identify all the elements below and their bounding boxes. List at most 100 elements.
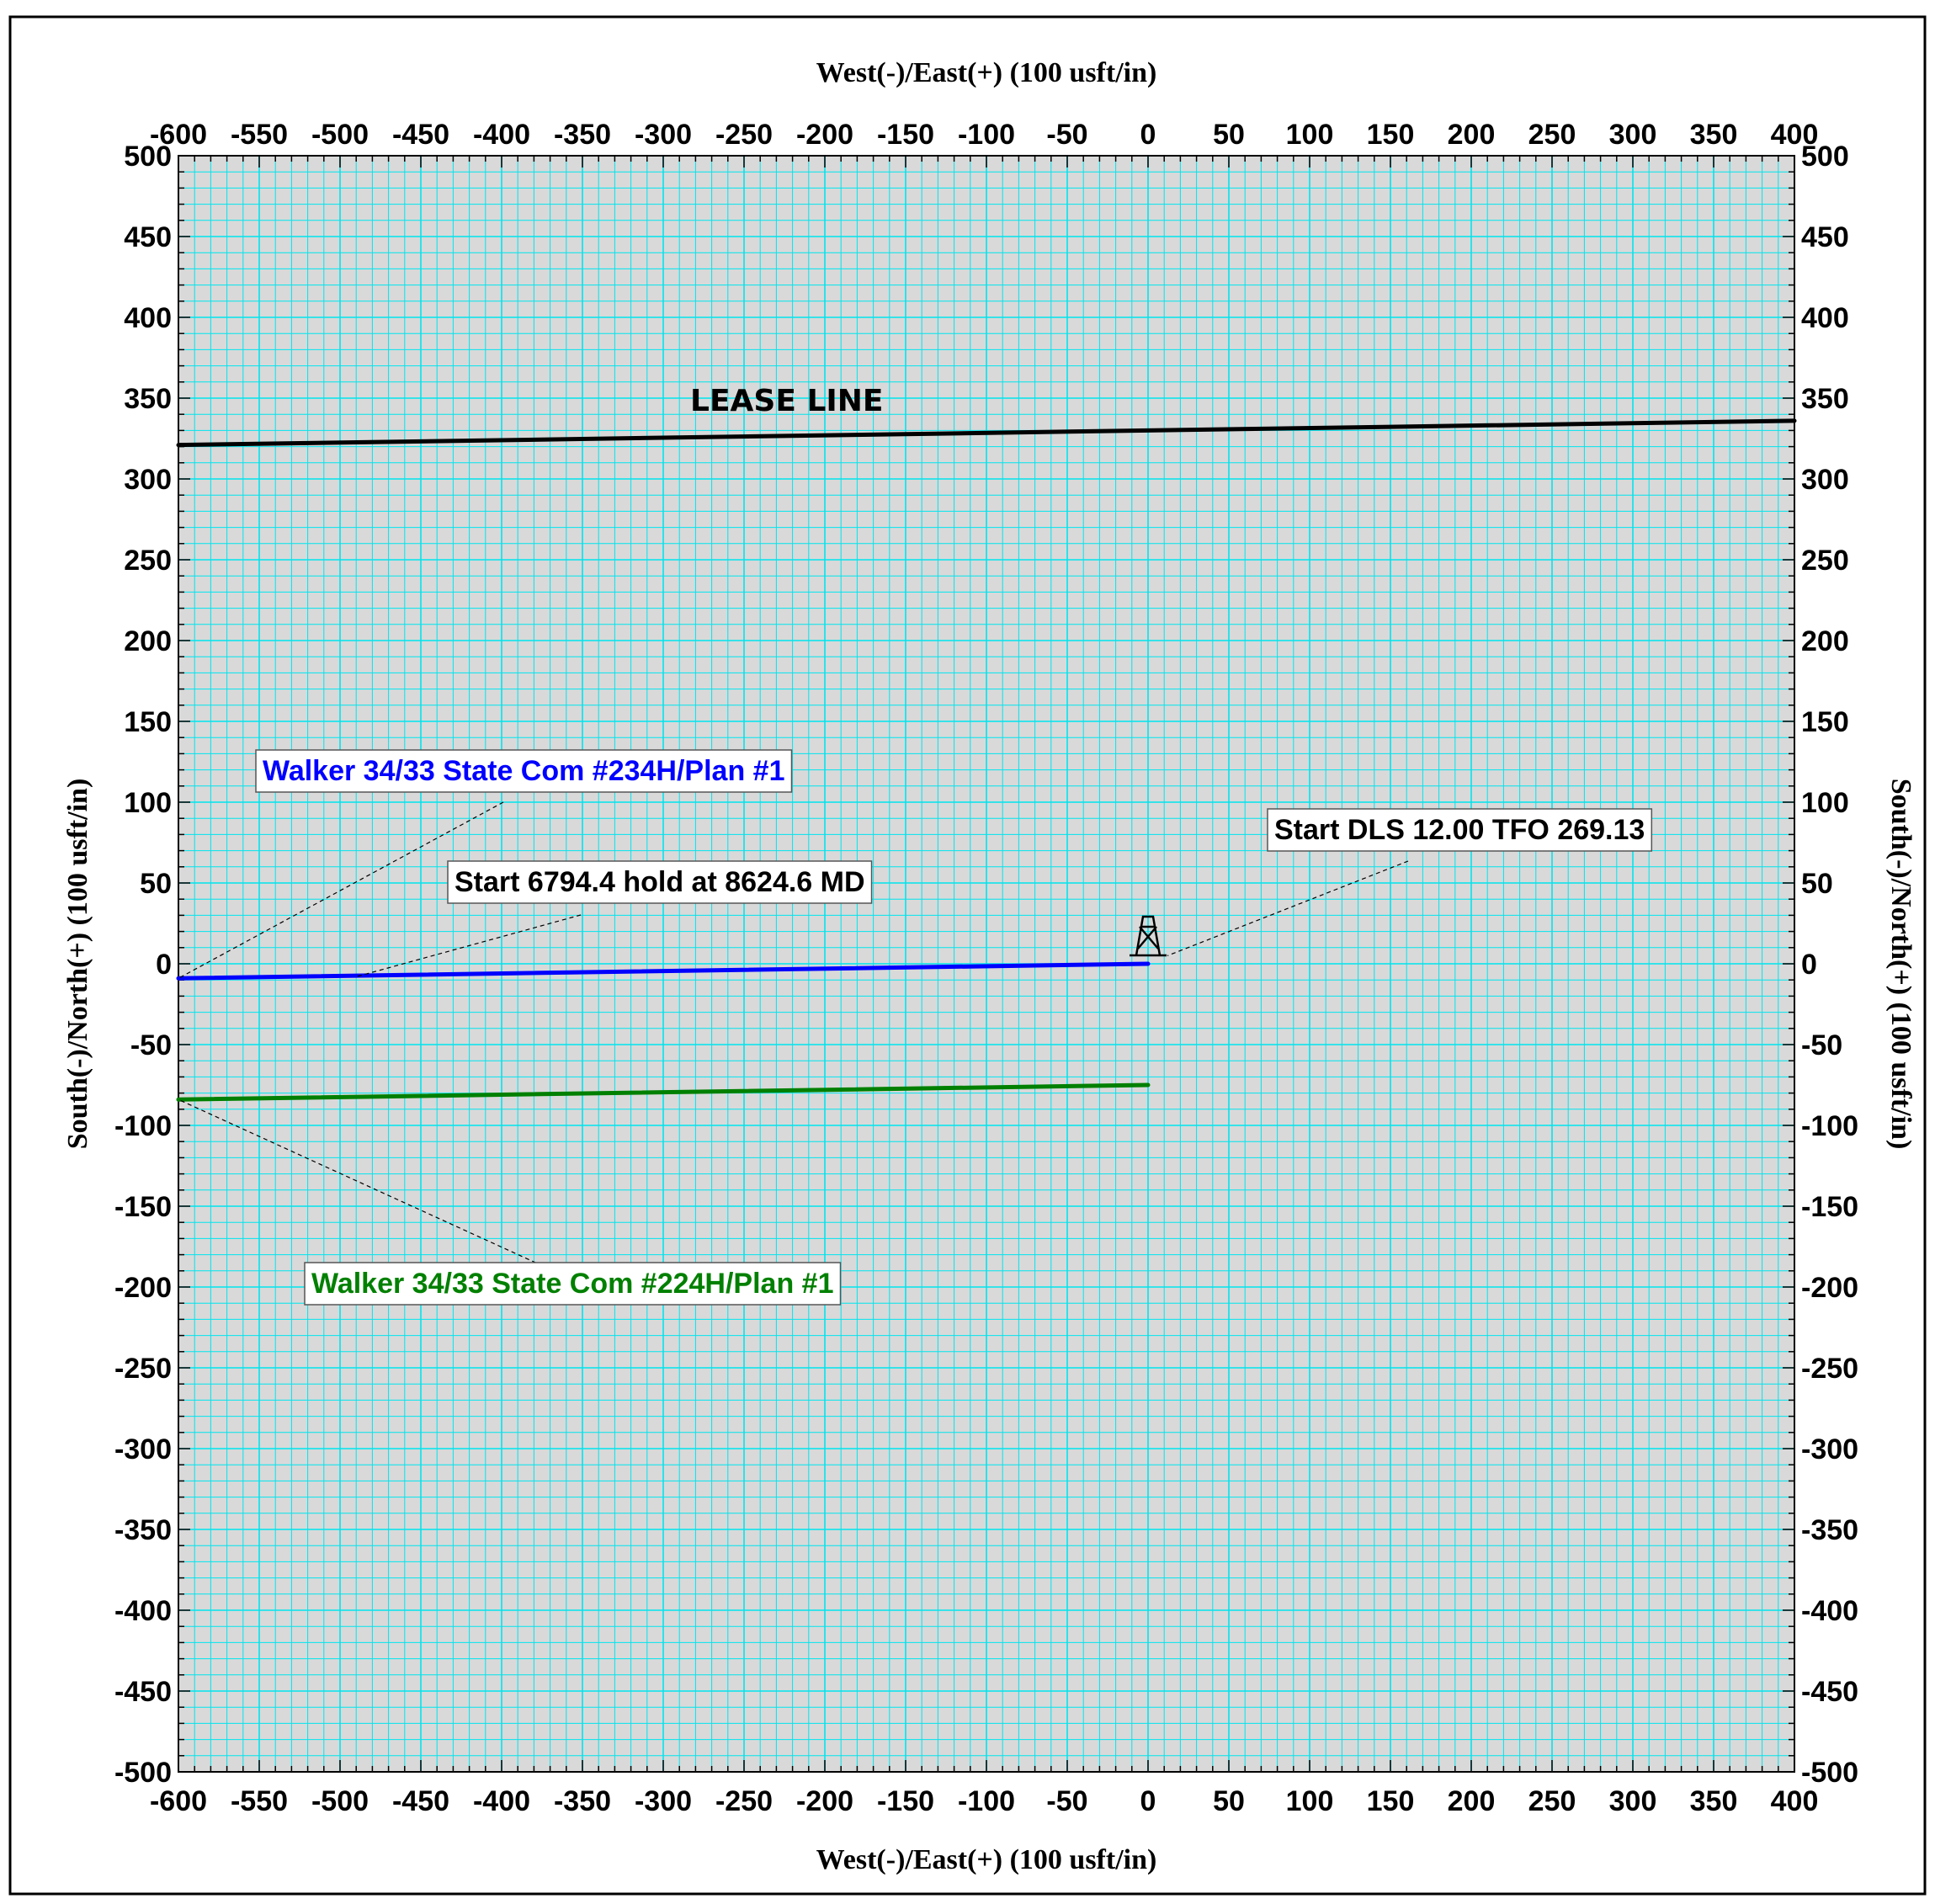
y-tick-label-right: -500: [1801, 1757, 1858, 1789]
annotation-box: [304, 1262, 842, 1306]
x-tick-label-bottom: 250: [1528, 1785, 1576, 1817]
annotation-label: Walker 34/33 State Com #234H/Plan #1: [263, 755, 785, 787]
x-tick-label-bottom: -200: [796, 1785, 853, 1817]
y-tick-label-left: -200: [114, 1272, 172, 1304]
y-tick-label-right: 450: [1801, 221, 1849, 253]
x-tick-label-bottom: 100: [1286, 1785, 1334, 1817]
y-tick-label-left: 350: [124, 383, 172, 415]
y-tick-label-left: -150: [114, 1191, 172, 1223]
x-tick-label-top: -50: [1046, 119, 1087, 151]
y-tick-label-left: 150: [124, 706, 172, 738]
y-tick-label-right: 500: [1801, 141, 1849, 173]
x-tick-label-bottom: -600: [150, 1785, 207, 1817]
x-tick-label-top: -500: [311, 119, 369, 151]
x-tick-label-top: -100: [958, 119, 1015, 151]
annotation-leader-line: [178, 1098, 544, 1267]
y-tick-label-left: 250: [124, 545, 172, 577]
y-tick-label-right: -100: [1801, 1110, 1858, 1142]
y-axis-title-left: South(-)/North(+) (100 usft/in): [62, 779, 93, 1150]
x-tick-label-top: 100: [1286, 119, 1334, 151]
series-line-1: [176, 1082, 1151, 1102]
drilling-rig-icon: [1130, 915, 1167, 957]
y-tick-label-right: 150: [1801, 706, 1849, 738]
y-tick-label-right: 250: [1801, 545, 1849, 577]
x-tick-label-bottom: 200: [1448, 1785, 1496, 1817]
x-tick-label-top: 350: [1690, 119, 1738, 151]
annotation-label: Start DLS 12.00 TFO 269.13: [1274, 814, 1645, 846]
x-tick-label-bottom: -350: [554, 1785, 611, 1817]
series-layer: [176, 418, 1797, 1102]
y-tick-label-left: 450: [124, 221, 172, 253]
series-line-0: [176, 961, 1151, 981]
y-tick-label-left: 100: [124, 787, 172, 819]
y-tick-label-right: 200: [1801, 625, 1849, 657]
x-axis-title-bottom: West(-)/East(+) (100 usft/in): [816, 1844, 1157, 1875]
y-tick-label-left: 400: [124, 302, 172, 334]
y-axis-title-right: South(-)/North(+) (100 usft/in): [1885, 779, 1916, 1150]
axes: -600-600-550-550-500-500-450-450-400-400…: [114, 119, 1858, 1817]
y-tick-label-left: -250: [114, 1353, 172, 1385]
x-tick-label-bottom: -250: [715, 1785, 773, 1817]
x-tick-label-bottom: -400: [473, 1785, 530, 1817]
annotation-label: Start 6794.4 hold at 8624.6 MD: [455, 866, 865, 898]
x-tick-label-top: -300: [635, 119, 692, 151]
x-tick-label-top: 250: [1528, 119, 1576, 151]
x-tick-label-bottom: 300: [1609, 1785, 1657, 1817]
x-tick-label-bottom: -50: [1046, 1785, 1087, 1817]
x-tick-label-bottom: -150: [877, 1785, 934, 1817]
y-tick-label-right: 350: [1801, 383, 1849, 415]
y-tick-label-right: 0: [1801, 949, 1817, 981]
x-tick-label-top: 150: [1367, 119, 1415, 151]
x-tick-label-top: -450: [392, 119, 449, 151]
y-tick-label-right: -450: [1801, 1676, 1858, 1708]
x-tick-label-bottom: 350: [1690, 1785, 1738, 1817]
x-tick-label-top: 300: [1609, 119, 1657, 151]
annotations: LEASE LINE Walker 34/33 State Com #234H/P…: [178, 384, 1653, 1306]
y-tick-label-right: -150: [1801, 1191, 1858, 1223]
y-tick-label-left: 50: [140, 868, 172, 900]
series-line-2: [176, 418, 1797, 448]
x-tick-label-top: -400: [473, 119, 530, 151]
x-tick-label-bottom: 50: [1213, 1785, 1245, 1817]
x-tick-label-top: -350: [554, 119, 611, 151]
rig-legs: [1135, 915, 1162, 956]
y-tick-label-left: -300: [114, 1433, 172, 1465]
y-tick-label-left: 200: [124, 625, 172, 657]
x-tick-label-top: 0: [1140, 119, 1156, 151]
annotation-label: Walker 34/33 State Com #224H/Plan #1: [311, 1268, 834, 1300]
annotation-leader-line: [1167, 860, 1409, 956]
y-tick-label-right: 100: [1801, 787, 1849, 819]
x-tick-label-top: -150: [877, 119, 934, 151]
y-tick-label-left: -50: [130, 1029, 172, 1061]
x-tick-label-bottom: 0: [1140, 1785, 1156, 1817]
x-tick-label-bottom: -300: [635, 1785, 692, 1817]
y-tick-label-right: -350: [1801, 1514, 1858, 1546]
x-tick-label-top: -600: [150, 119, 207, 151]
x-tick-label-top: 50: [1213, 119, 1245, 151]
y-tick-label-left: -450: [114, 1676, 172, 1708]
y-tick-label-left: 0: [156, 949, 172, 981]
annotation-label: LEASE LINE: [690, 384, 884, 418]
y-tick-label-left: -500: [114, 1757, 172, 1789]
x-tick-label-top: -200: [796, 119, 853, 151]
x-tick-label-top: -550: [231, 119, 288, 151]
x-tick-label-top: 400: [1771, 119, 1819, 151]
y-tick-label-right: -300: [1801, 1433, 1858, 1465]
y-tick-label-right: -200: [1801, 1272, 1858, 1304]
y-tick-label-left: -350: [114, 1514, 172, 1546]
annotation-leader-line: [356, 914, 582, 977]
grid: [178, 155, 1795, 1773]
y-tick-label-right: -250: [1801, 1353, 1858, 1385]
x-axis-title-top: West(-)/East(+) (100 usft/in): [816, 57, 1157, 88]
y-tick-label-left: -100: [114, 1110, 172, 1142]
y-tick-label-left: -400: [114, 1595, 172, 1627]
rig-brace: [1139, 926, 1159, 949]
y-tick-label-left: 500: [124, 141, 172, 173]
x-tick-label-bottom: -500: [311, 1785, 369, 1817]
annotation-box: [1267, 808, 1653, 852]
x-tick-label-bottom: 400: [1771, 1785, 1819, 1817]
y-tick-label-right: -50: [1801, 1029, 1842, 1061]
annotation-box: [255, 749, 793, 793]
